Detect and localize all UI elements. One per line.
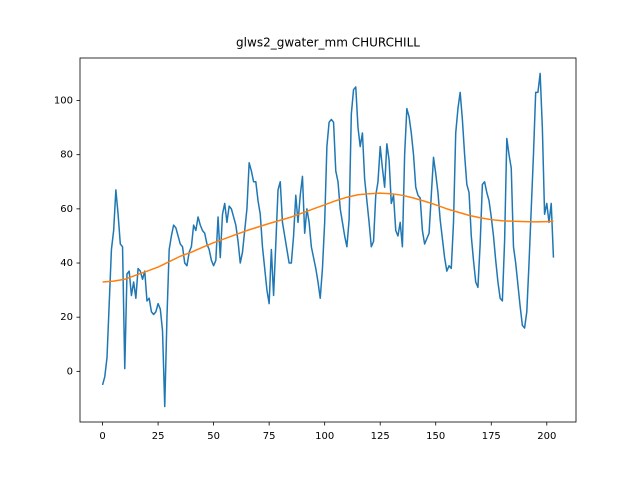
y-tick-label: 40 <box>60 258 73 269</box>
chart-title: glws2_gwater_mm CHURCHILL <box>236 36 420 50</box>
y-tick-label: 100 <box>54 96 73 107</box>
line-series <box>102 192 554 283</box>
x-tick-label: 125 <box>371 431 390 442</box>
x-tick-label: 0 <box>99 431 105 442</box>
x-tick-label: 100 <box>315 431 334 442</box>
x-tick-label: 75 <box>263 431 276 442</box>
x-tick-label: 25 <box>152 431 165 442</box>
x-tick-label: 150 <box>426 431 445 442</box>
y-tick-label: 20 <box>60 312 73 323</box>
x-tick-label: 200 <box>537 431 556 442</box>
plot-frame <box>79 57 577 423</box>
y-tick-label: 80 <box>60 150 73 161</box>
line-series <box>101 72 555 408</box>
y-tick-label: 60 <box>60 204 73 215</box>
x-tick-label: 175 <box>482 431 501 442</box>
y-tick-label: 0 <box>67 366 73 377</box>
x-tick-label: 50 <box>207 431 220 442</box>
